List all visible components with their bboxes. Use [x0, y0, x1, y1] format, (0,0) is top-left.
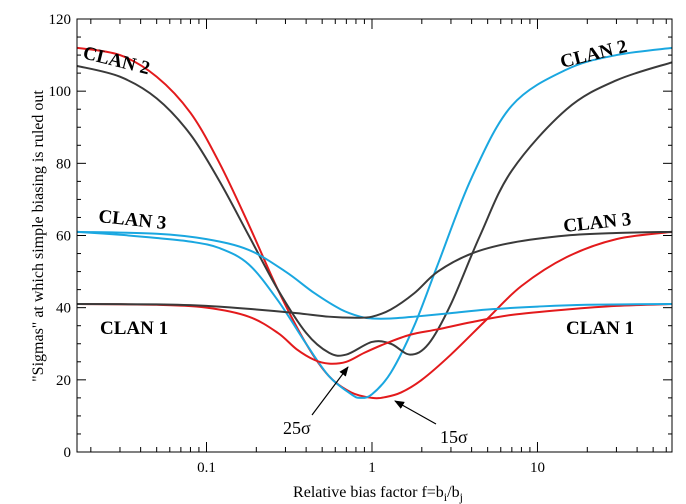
- series-group: [77, 46, 672, 400]
- axis-ticks: 0 20 40 60 80 100 120 0.1 1 10: [49, 12, 672, 476]
- clan3-left-label: CLAN 3: [97, 206, 167, 234]
- x-tick-label: 1: [368, 460, 376, 476]
- x-axis-label: Relative bias factor f=bi/bj: [293, 484, 463, 504]
- clan2-right-label: CLAN 2: [558, 36, 629, 73]
- series-line-3: [77, 61, 672, 357]
- series-line-4: [77, 303, 672, 365]
- series-line-2: [77, 46, 672, 399]
- sigma15-arrow: [394, 400, 437, 425]
- clan1-left-label: CLAN 1: [100, 318, 168, 339]
- series-line-6: [77, 230, 672, 319]
- y-tick-label: 0: [64, 445, 72, 461]
- series-line-1: [77, 46, 672, 400]
- clan1-right-label: CLAN 1: [566, 318, 634, 339]
- y-tick-label: 80: [56, 156, 71, 172]
- sigma25-arrow: [311, 366, 349, 416]
- y-tick-label: 120: [49, 12, 72, 28]
- y-tick-label: 60: [56, 229, 71, 245]
- sigma25-label: 25σ: [283, 418, 311, 438]
- x-tick-label: 0.1: [197, 460, 216, 476]
- y-tick-label: 20: [56, 373, 71, 389]
- y-tick-label: 40: [56, 301, 71, 317]
- sigma15-label: 15σ: [440, 427, 468, 447]
- y-tick-label: 100: [49, 84, 72, 100]
- clan2-left-label: CLAN 2: [81, 42, 152, 79]
- x-tick-label: 10: [530, 460, 545, 476]
- y-axis-label: "Sigmas" at which simple biasing is rule…: [30, 90, 47, 382]
